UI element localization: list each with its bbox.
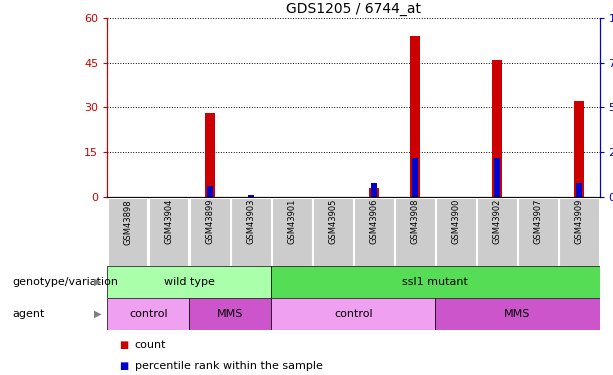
Text: GSM43904: GSM43904	[164, 199, 173, 244]
Bar	[412, 158, 417, 197]
Text: ■: ■	[120, 361, 129, 370]
Bar	[559, 198, 599, 266]
Text: wild type: wild type	[164, 277, 215, 287]
Bar	[478, 198, 517, 266]
Bar	[107, 266, 272, 298]
Bar	[369, 188, 379, 197]
Bar	[149, 198, 188, 266]
Bar	[207, 186, 213, 197]
Bar	[190, 198, 229, 266]
Text: GSM43905: GSM43905	[329, 199, 337, 244]
Bar	[410, 36, 420, 197]
Bar	[313, 198, 352, 266]
Bar	[436, 198, 476, 266]
Text: GSM43909: GSM43909	[574, 199, 584, 244]
Text: GSM43903: GSM43903	[246, 199, 256, 244]
Text: ▶: ▶	[94, 309, 101, 319]
Text: control: control	[129, 309, 167, 319]
Bar	[395, 198, 435, 266]
Bar	[272, 266, 600, 298]
Bar	[371, 183, 377, 197]
Bar	[519, 198, 558, 266]
Bar	[494, 158, 500, 197]
Text: ssl1 mutant: ssl1 mutant	[403, 277, 468, 287]
Text: GSM43908: GSM43908	[411, 199, 419, 244]
Bar	[492, 60, 502, 197]
Bar	[248, 195, 254, 197]
Bar	[205, 113, 215, 197]
Text: agent: agent	[12, 309, 45, 319]
Text: MMS: MMS	[217, 309, 243, 319]
Title: GDS1205 / 6744_at: GDS1205 / 6744_at	[286, 2, 421, 16]
Text: count: count	[135, 340, 166, 350]
Text: ■: ■	[120, 340, 129, 350]
Text: genotype/variation: genotype/variation	[12, 277, 118, 287]
Text: GSM43900: GSM43900	[451, 199, 460, 244]
Bar	[272, 298, 435, 330]
Text: control: control	[334, 309, 373, 319]
Text: GSM43898: GSM43898	[123, 199, 132, 244]
Bar	[107, 298, 189, 330]
Bar	[108, 198, 148, 266]
Text: GSM43901: GSM43901	[287, 199, 296, 244]
Bar	[231, 198, 270, 266]
Bar	[435, 298, 600, 330]
Bar	[576, 183, 582, 197]
Bar	[189, 298, 272, 330]
Text: GSM43902: GSM43902	[492, 199, 501, 244]
Text: GSM43907: GSM43907	[533, 199, 543, 244]
Text: MMS: MMS	[504, 309, 531, 319]
Bar	[354, 198, 394, 266]
Text: percentile rank within the sample: percentile rank within the sample	[135, 361, 322, 370]
Text: ▶: ▶	[94, 277, 101, 287]
Bar	[272, 198, 311, 266]
Bar	[574, 102, 584, 197]
Text: GSM43899: GSM43899	[205, 199, 215, 244]
Text: GSM43906: GSM43906	[370, 199, 378, 244]
